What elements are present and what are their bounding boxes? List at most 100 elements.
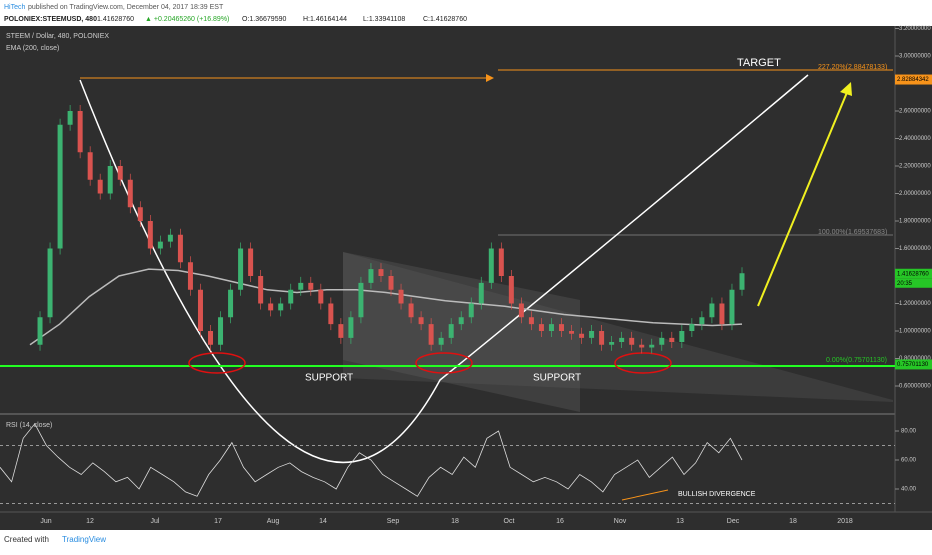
candle: [338, 324, 344, 338]
y-tick-label: 0.80000000: [899, 356, 931, 362]
low: L:1.33941108: [363, 16, 405, 23]
candle: [709, 303, 715, 318]
candle: [37, 317, 43, 345]
candle: [548, 324, 554, 331]
candle: [619, 337, 625, 342]
rsi-tick-label: 80.00: [901, 429, 917, 435]
candle: [558, 324, 564, 331]
badge-sub: [895, 278, 932, 288]
brand[interactable]: TradingView: [62, 535, 106, 544]
rsi-legend: RSI (14, close): [6, 422, 52, 429]
candle: [408, 303, 414, 318]
x-tick-label: Nov: [614, 518, 627, 525]
candle: [228, 289, 234, 318]
candle: [358, 282, 364, 318]
highlight: [614, 352, 672, 374]
candle: [438, 337, 444, 345]
candle: [137, 207, 143, 221]
y-tick-label: 2.00000000: [899, 191, 931, 197]
candle: [127, 179, 133, 208]
candle: [77, 111, 83, 153]
change: ▲ +0.20465260 (+16.89%): [145, 16, 229, 23]
candle: [218, 317, 224, 345]
candle: [589, 331, 595, 338]
price-badge-label: 1.41628760: [897, 271, 929, 277]
cup-curve: [79, 74, 809, 464]
candle: [268, 303, 274, 311]
x-tick-label: 17: [214, 518, 222, 525]
candle: [669, 337, 675, 342]
candle: [308, 282, 314, 290]
candle: [147, 221, 153, 249]
candle: [599, 331, 605, 345]
x-tick-label: 18: [451, 518, 459, 525]
candle: [238, 248, 244, 290]
legend: EMA (200, close): [6, 45, 59, 52]
candle: [197, 289, 203, 331]
candle: [258, 276, 264, 304]
rsi-tick-label: 40.00: [901, 487, 917, 493]
badge-sub-label: 20:35: [897, 281, 913, 287]
candle: [87, 152, 93, 180]
candle: [518, 303, 524, 318]
open: O:1.36679590: [242, 16, 286, 23]
candle: [579, 333, 585, 338]
candle: [458, 317, 464, 325]
y-tick-label: 3.00000000: [899, 54, 931, 60]
y-tick-label: 1.80000000: [899, 219, 931, 225]
candle: [528, 317, 534, 325]
candle: [478, 282, 484, 304]
price-badge-label: 2.82884342: [897, 77, 929, 83]
candle: [298, 282, 304, 290]
candle: [328, 303, 334, 325]
candle: [609, 342, 615, 345]
y-tick-label: 3.20000000: [899, 26, 931, 32]
y-tick-label: 2.40000000: [899, 136, 931, 142]
fib-label: 0.00%(0.75701130): [826, 357, 887, 364]
fib-label: 100.00%(1.69537683): [818, 229, 887, 236]
annotation: TARGET: [737, 57, 781, 69]
candle: [398, 289, 404, 304]
candle: [729, 289, 735, 325]
candle: [739, 273, 745, 290]
y-tick-label: 1.60000000: [899, 246, 931, 252]
price-badge-label: 0.75701130: [897, 362, 929, 368]
published: published on TradingView.com, December 0…: [28, 4, 224, 11]
candle: [679, 331, 685, 342]
candle: [107, 166, 113, 194]
candle: [699, 317, 705, 325]
x-tick-label: 18: [789, 518, 797, 525]
y-tick-label: 0.60000000: [899, 384, 931, 390]
candle: [117, 166, 123, 180]
rsi-tick-label: 60.00: [901, 458, 917, 464]
candle: [448, 324, 454, 338]
candle: [348, 317, 354, 338]
author: HiTech: [4, 4, 26, 11]
x-tick-label: Jul: [151, 518, 160, 525]
candle: [488, 248, 494, 283]
candle: [368, 269, 374, 283]
candle: [649, 344, 655, 348]
candle: [418, 317, 424, 325]
legend: STEEM / Dollar, 480, POLONIEX: [6, 33, 109, 40]
x-tick-label: Sep: [387, 518, 400, 525]
x-tick-label: Jun: [40, 518, 51, 525]
price-badge: [895, 268, 932, 279]
annotation: SUPPORT: [305, 373, 353, 384]
close: C:1.41628760: [423, 16, 467, 23]
x-tick-label: 14: [319, 518, 327, 525]
annotation: BULLISH DIVERGENCE: [678, 491, 756, 498]
price-badge: [895, 74, 932, 85]
high: H:1.46164144: [303, 16, 347, 23]
candle: [57, 124, 63, 249]
candle: [689, 324, 695, 331]
footer: Created with: [4, 535, 49, 544]
candle: [659, 337, 665, 345]
candle: [177, 234, 183, 263]
symbol: POLONIEX:STEEMUSD, 480: [4, 16, 97, 23]
arrow-head: [486, 74, 494, 82]
candle: [388, 276, 394, 290]
fib-label: 227.20%(2.88478133): [818, 64, 887, 71]
candle: [508, 276, 514, 304]
